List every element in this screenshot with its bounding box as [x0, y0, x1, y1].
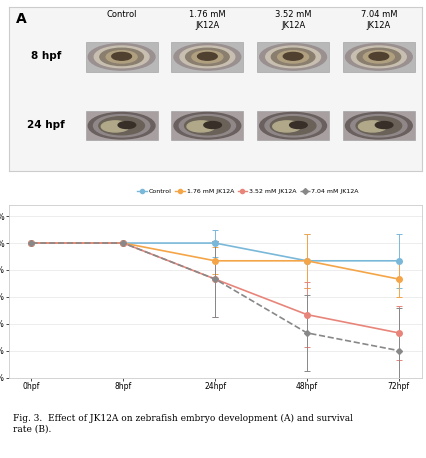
Circle shape — [187, 121, 215, 132]
FancyBboxPatch shape — [171, 42, 243, 71]
Circle shape — [184, 117, 230, 135]
Circle shape — [174, 44, 241, 70]
Circle shape — [106, 51, 137, 63]
Circle shape — [357, 48, 400, 65]
Circle shape — [356, 117, 402, 135]
Circle shape — [290, 121, 307, 129]
Circle shape — [94, 46, 149, 68]
Circle shape — [345, 44, 412, 70]
FancyBboxPatch shape — [257, 42, 329, 71]
Text: A: A — [16, 12, 27, 26]
Circle shape — [278, 51, 308, 63]
Circle shape — [270, 117, 316, 135]
Circle shape — [283, 52, 303, 60]
Circle shape — [375, 121, 393, 129]
Text: 1.76 mM
JK12A: 1.76 mM JK12A — [189, 10, 226, 30]
FancyBboxPatch shape — [86, 42, 158, 71]
Circle shape — [118, 121, 136, 129]
Circle shape — [204, 121, 222, 129]
Text: Fig. 3.  Effect of JK12A on zebrafish embryo development (A) and survival
rate (: Fig. 3. Effect of JK12A on zebrafish emb… — [13, 414, 353, 433]
Circle shape — [345, 113, 412, 139]
Text: Control: Control — [106, 10, 137, 19]
FancyBboxPatch shape — [343, 111, 415, 140]
Circle shape — [88, 113, 155, 139]
Circle shape — [94, 114, 150, 137]
Circle shape — [260, 113, 326, 139]
Circle shape — [260, 44, 326, 70]
Text: 7.04 mM
JK12A: 7.04 mM JK12A — [361, 10, 397, 30]
Circle shape — [101, 121, 130, 132]
Circle shape — [99, 117, 144, 135]
FancyBboxPatch shape — [171, 111, 243, 140]
Circle shape — [369, 52, 389, 60]
Circle shape — [174, 113, 241, 139]
Circle shape — [198, 52, 217, 60]
Circle shape — [180, 46, 235, 68]
Circle shape — [351, 114, 407, 137]
FancyBboxPatch shape — [86, 111, 158, 140]
Circle shape — [100, 48, 144, 65]
Legend: Control, 1.76 mM JK12A, 3.52 mM JK12A, 7.04 mM JK12A: Control, 1.76 mM JK12A, 3.52 mM JK12A, 7… — [135, 186, 361, 196]
Text: 3.52 mM
JK12A: 3.52 mM JK12A — [275, 10, 311, 30]
Circle shape — [179, 114, 236, 137]
Circle shape — [192, 51, 223, 63]
Circle shape — [351, 46, 406, 68]
Circle shape — [186, 48, 229, 65]
Text: 24 hpf: 24 hpf — [27, 120, 65, 130]
Text: 8 hpf: 8 hpf — [31, 51, 61, 61]
Circle shape — [363, 51, 394, 63]
Circle shape — [112, 52, 132, 60]
FancyBboxPatch shape — [257, 111, 329, 140]
Circle shape — [359, 121, 387, 132]
FancyBboxPatch shape — [343, 42, 415, 71]
Circle shape — [271, 48, 315, 65]
Circle shape — [266, 46, 320, 68]
Circle shape — [88, 44, 155, 70]
Circle shape — [265, 114, 321, 137]
Circle shape — [273, 121, 301, 132]
